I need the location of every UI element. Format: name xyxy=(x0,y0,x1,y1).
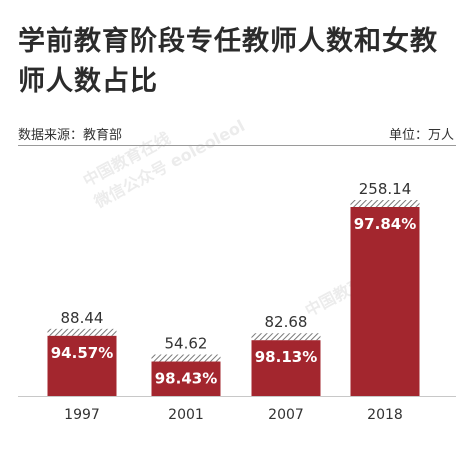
bar-hatch-2018 xyxy=(350,200,420,207)
bar-hatch-2007 xyxy=(251,333,321,341)
bar-2001 xyxy=(151,361,221,396)
value-label-2001: 54.62 xyxy=(165,335,208,353)
header-divider xyxy=(18,145,456,146)
x-tick-label-2001: 2001 xyxy=(168,407,204,423)
bar-hatch-2001 xyxy=(151,354,221,362)
bar-2007 xyxy=(251,340,321,396)
x-tick-label-1997: 1997 xyxy=(64,407,100,423)
percent-label-2007: 98.13% xyxy=(255,348,317,366)
data-source: 数据来源：教育部 xyxy=(18,128,123,143)
x-tick-label-2018: 2018 xyxy=(367,407,403,423)
bar-2018 xyxy=(350,207,420,396)
value-label-2007: 82.68 xyxy=(265,313,308,331)
chart-title: 学前教育阶段专任教师人数和女教师人数占比 xyxy=(18,26,438,97)
x-tick-label-2007: 2007 xyxy=(268,407,304,423)
unit-label: 单位：万人 xyxy=(388,128,454,143)
x-axis-line xyxy=(18,396,456,397)
value-label-2018: 258.14 xyxy=(359,180,412,198)
percent-label-2001: 98.43% xyxy=(155,370,217,388)
bar-hatch-1997 xyxy=(47,328,117,336)
percent-label-1997: 94.57% xyxy=(51,344,113,362)
bar-1997 xyxy=(47,335,117,396)
value-label-1997: 88.44 xyxy=(61,309,104,327)
percent-label-2018: 97.84% xyxy=(354,215,416,233)
